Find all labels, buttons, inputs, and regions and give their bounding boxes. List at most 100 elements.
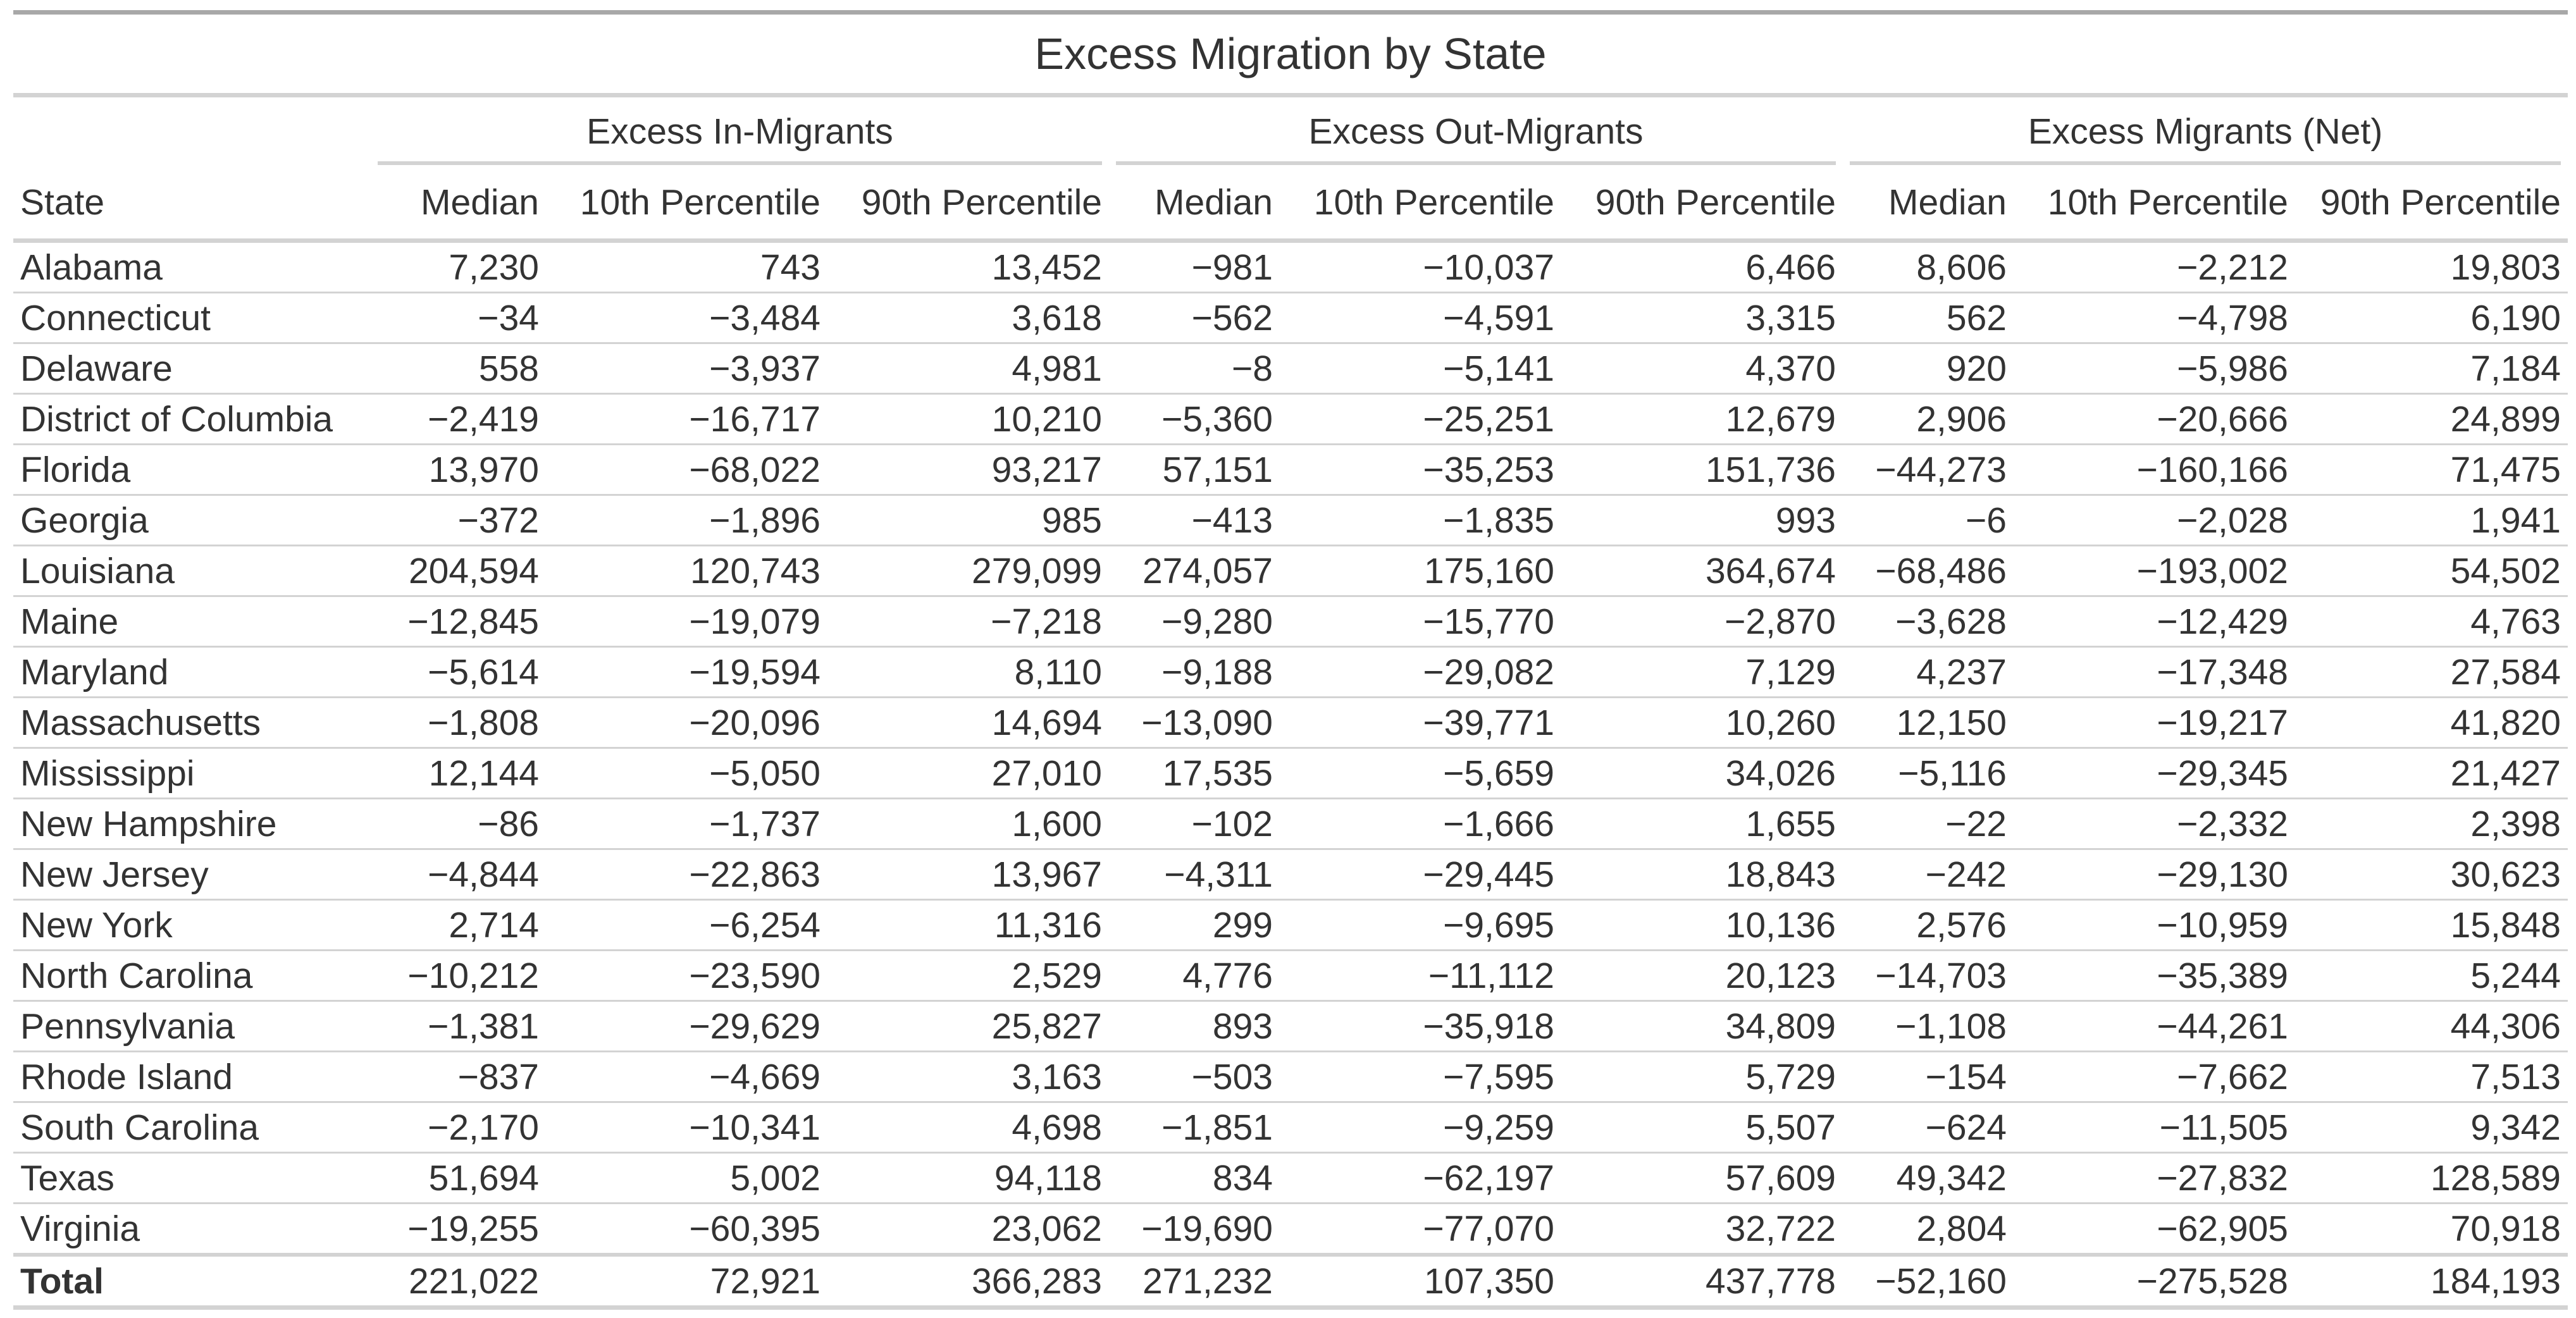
value-cell: 2,529 xyxy=(827,949,1109,1001)
value-cell: 3,618 xyxy=(827,292,1109,343)
value-cell: 10,210 xyxy=(827,393,1109,445)
value-cell: −19,594 xyxy=(546,646,827,698)
value-cell: 7,184 xyxy=(2295,342,2568,394)
value-cell: −160,166 xyxy=(2014,443,2295,495)
title-row: Excess Migration by State xyxy=(13,10,2568,97)
value-cell: 71,475 xyxy=(2295,443,2568,495)
value-cell: −10,959 xyxy=(2014,899,2295,951)
spanner-net-migrants-label: Excess Migrants (Net) xyxy=(1850,111,2561,165)
value-cell: −837 xyxy=(371,1050,546,1102)
value-cell: 13,970 xyxy=(371,443,546,495)
spanner-empty xyxy=(13,95,371,166)
value-cell: −4,844 xyxy=(371,848,546,900)
value-cell: 49,342 xyxy=(1843,1152,2014,1204)
spanner-in-migrants-label: Excess In-Migrants xyxy=(378,111,1102,165)
col-header-out-10th: 10th Percentile xyxy=(1280,166,1561,243)
value-cell: −5,986 xyxy=(2014,342,2295,394)
value-cell: −9,695 xyxy=(1280,899,1561,951)
value-cell: −19,255 xyxy=(371,1202,546,1255)
col-header-out-90th: 90th Percentile xyxy=(1561,166,1843,243)
table-row: Delaware 558 −3,937 4,981 −8 −5,141 4,370 920 −5… xyxy=(13,342,2568,394)
value-cell: −7,218 xyxy=(827,595,1109,647)
spanner-in-migrants: Excess In-Migrants xyxy=(371,95,1109,166)
table-row: Connecticut −34 −3,484 3,618 −562 −4,591 3,315… xyxy=(13,292,2568,343)
value-cell: −1,896 xyxy=(546,494,827,546)
value-cell: −35,918 xyxy=(1280,1000,1561,1052)
value-cell: −4,669 xyxy=(546,1050,827,1102)
value-cell: 57,609 xyxy=(1561,1152,1843,1204)
value-cell: 2,906 xyxy=(1843,393,2014,445)
value-cell: 10,136 xyxy=(1561,899,1843,951)
col-header-net-median: Median xyxy=(1843,166,2014,243)
state-cell: Delaware xyxy=(13,342,371,394)
value-cell: 5,507 xyxy=(1561,1101,1843,1153)
col-header-net-90th: 90th Percentile xyxy=(2295,166,2568,243)
value-cell: −9,259 xyxy=(1280,1101,1561,1153)
table-row: Virginia −19,255 −60,395 23,062 −19,690 −77,0… xyxy=(13,1202,2568,1255)
table-row: New York 2,714 −6,254 11,316 299 −9,695 10,136… xyxy=(13,899,2568,951)
state-cell: Georgia xyxy=(13,494,371,546)
value-cell: −35,389 xyxy=(2014,949,2295,1001)
state-cell: Louisiana xyxy=(13,545,371,596)
value-cell: 893 xyxy=(1109,1000,1280,1052)
table-row: Florida 13,970 −68,022 93,217 57,151 −35,253 1… xyxy=(13,443,2568,495)
value-cell: −29,629 xyxy=(546,1000,827,1052)
value-cell: −1,737 xyxy=(546,798,827,849)
value-cell: 366,283 xyxy=(827,1253,1109,1310)
value-cell: 204,594 xyxy=(371,545,546,596)
value-cell: 24,899 xyxy=(2295,393,2568,445)
value-cell: −4,798 xyxy=(2014,292,2295,343)
value-cell: 274,057 xyxy=(1109,545,1280,596)
value-cell: 8,110 xyxy=(827,646,1109,698)
value-cell: 12,679 xyxy=(1561,393,1843,445)
value-cell: 2,804 xyxy=(1843,1202,2014,1255)
value-cell: 151,736 xyxy=(1561,443,1843,495)
value-cell: 1,941 xyxy=(2295,494,2568,546)
value-cell: −3,937 xyxy=(546,342,827,394)
value-cell: 21,427 xyxy=(2295,747,2568,799)
col-header-out-median: Median xyxy=(1109,166,1280,243)
value-cell: 364,674 xyxy=(1561,545,1843,596)
value-cell: 44,306 xyxy=(2295,1000,2568,1052)
value-cell: 12,150 xyxy=(1843,696,2014,748)
value-cell: −1,835 xyxy=(1280,494,1561,546)
value-cell: −34 xyxy=(371,292,546,343)
value-cell: 13,452 xyxy=(827,240,1109,293)
value-cell: −20,666 xyxy=(2014,393,2295,445)
value-cell: −5,116 xyxy=(1843,747,2014,799)
state-cell: Pennsylvania xyxy=(13,1000,371,1052)
value-cell: −68,022 xyxy=(546,443,827,495)
value-cell: 27,010 xyxy=(827,747,1109,799)
state-cell: Mississippi xyxy=(13,747,371,799)
value-cell: 51,694 xyxy=(371,1152,546,1204)
table-row: Georgia −372 −1,896 985 −413 −1,835 993 −6 −2,02… xyxy=(13,494,2568,546)
table-row: Mississippi 12,144 −5,050 27,010 17,535 −5,65… xyxy=(13,747,2568,799)
value-cell: 19,803 xyxy=(2295,240,2568,293)
value-cell: 4,776 xyxy=(1109,949,1280,1001)
value-cell: −77,070 xyxy=(1280,1202,1561,1255)
value-cell: 562 xyxy=(1843,292,2014,343)
table-title: Excess Migration by State xyxy=(13,10,2568,97)
value-cell: −16,717 xyxy=(546,393,827,445)
table-row: New Hampshire −86 −1,737 1,600 −102 −1,666 1,6… xyxy=(13,798,2568,849)
value-cell: 120,743 xyxy=(546,545,827,596)
value-cell: −12,429 xyxy=(2014,595,2295,647)
value-cell: −1,381 xyxy=(371,1000,546,1052)
value-cell: −17,348 xyxy=(2014,646,2295,698)
value-cell: −15,770 xyxy=(1280,595,1561,647)
value-cell: 54,502 xyxy=(2295,545,2568,596)
value-cell: −5,141 xyxy=(1280,342,1561,394)
col-header-in-median: Median xyxy=(371,166,546,243)
state-cell: Texas xyxy=(13,1152,371,1204)
value-cell: −6 xyxy=(1843,494,2014,546)
value-cell: −2,419 xyxy=(371,393,546,445)
value-cell: 5,244 xyxy=(2295,949,2568,1001)
spanner-row: Excess In-Migrants Excess Out-Migrants E… xyxy=(13,95,2568,166)
value-cell: 437,778 xyxy=(1561,1253,1843,1310)
value-cell: 6,190 xyxy=(2295,292,2568,343)
value-cell: 184,193 xyxy=(2295,1253,2568,1310)
value-cell: 93,217 xyxy=(827,443,1109,495)
value-cell: −11,112 xyxy=(1280,949,1561,1001)
state-cell: Maine xyxy=(13,595,371,647)
value-cell: 4,981 xyxy=(827,342,1109,394)
